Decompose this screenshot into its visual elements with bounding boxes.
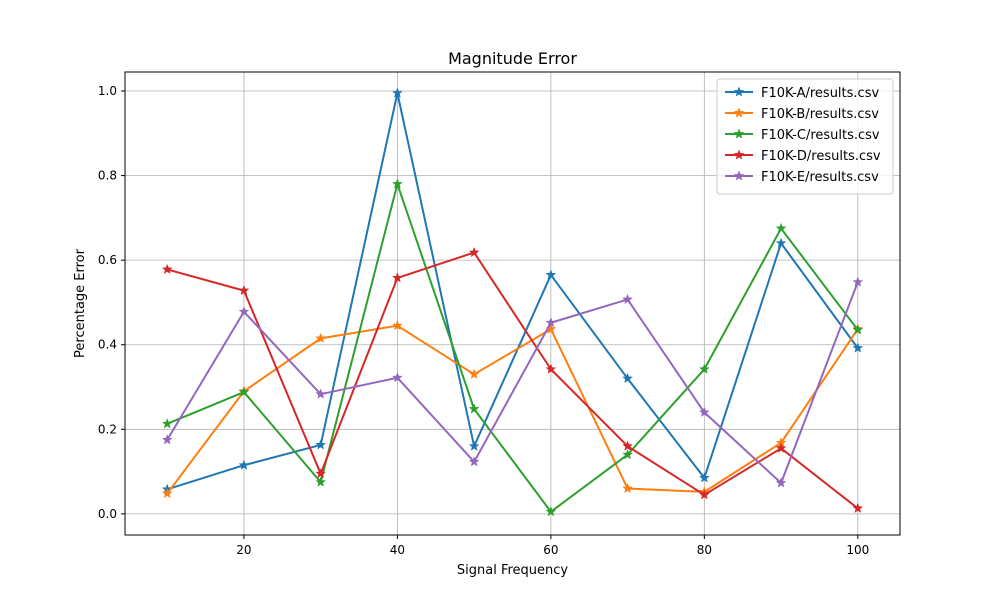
data-point: [238, 459, 250, 470]
legend-marker: [733, 170, 745, 181]
data-point: [161, 434, 173, 445]
legend: F10K-A/results.csv F10K-B/results.csv F10K…: [716, 78, 894, 195]
data-point: [161, 263, 173, 275]
data-point: [545, 317, 557, 328]
plot-area-frame: [124, 71, 901, 536]
legend-marker: [733, 128, 745, 139]
data-point: [315, 476, 327, 487]
legend-item: F10K-B/results.csv: [725, 107, 879, 122]
series-line: [166, 251, 859, 510]
data-point: [545, 269, 557, 280]
data-point: [545, 363, 557, 374]
legend-marker: [733, 149, 745, 160]
data-point: [238, 386, 250, 397]
data-point: [698, 489, 710, 500]
data-point: [852, 502, 864, 513]
series-group: [161, 87, 864, 517]
data-point: [391, 87, 403, 98]
x-tick-label: 60: [543, 543, 558, 557]
data-point: [468, 456, 480, 467]
data-point: [161, 418, 173, 429]
series-line: [166, 183, 859, 513]
data-point: [622, 482, 634, 494]
legend-marker: [733, 86, 745, 97]
legend-label: F10K-D/results.csv: [761, 149, 881, 164]
data-point: [391, 272, 403, 283]
data-point: [315, 388, 327, 399]
legend-label: F10K-E/results.csv: [761, 170, 879, 185]
data-point: [238, 284, 250, 296]
data-point: [775, 222, 787, 234]
data-point: [315, 332, 327, 344]
series-5: [161, 276, 864, 488]
data-point: [468, 246, 480, 258]
data-point: [468, 403, 480, 414]
legend-item: F10K-C/results.csv: [725, 128, 880, 143]
series-line: [166, 281, 859, 484]
series-3: [161, 178, 864, 517]
data-point: [622, 448, 634, 460]
x-axis-label: Signal Frequency: [457, 563, 569, 578]
data-point: [238, 306, 250, 317]
ticks: 20 40 60 80 100 0.0 0.2 0.4 0.6 0.8 1.0: [98, 84, 869, 557]
data-point: [775, 442, 787, 453]
data-point: [852, 342, 864, 353]
data-point: [622, 372, 634, 384]
data-point: [698, 406, 710, 417]
legend-label: F10K-A/results.csv: [761, 86, 879, 101]
legend-label: F10K-B/results.csv: [761, 107, 879, 122]
data-point: [468, 368, 480, 379]
data-point: [698, 472, 710, 483]
data-point: [622, 293, 634, 305]
data-point: [391, 371, 403, 383]
x-tick-label: 40: [390, 543, 405, 557]
y-tick-label: 0.4: [98, 338, 117, 352]
data-point: [315, 467, 327, 479]
y-tick-label: 0.0: [98, 507, 117, 521]
legend-item: F10K-A/results.csv: [725, 86, 879, 101]
data-point: [315, 439, 327, 450]
series-line: [166, 324, 859, 495]
y-axis-label: Percentage Error: [73, 248, 88, 358]
y-tick-label: 0.8: [98, 169, 117, 183]
x-tick-label: 100: [846, 543, 869, 557]
data-point: [698, 363, 710, 374]
legend-marker: [733, 107, 745, 118]
data-point: [545, 506, 557, 517]
y-tick-label: 0.6: [98, 253, 117, 267]
legend-item: F10K-E/results.csv: [725, 170, 879, 185]
legend-label: F10K-C/results.csv: [761, 128, 880, 143]
data-point: [391, 319, 403, 331]
data-point: [161, 487, 173, 499]
data-point: [622, 440, 634, 451]
legend-box: [716, 78, 894, 195]
series-line: [166, 92, 859, 491]
data-point: [852, 276, 864, 287]
data-point: [775, 237, 787, 248]
series-4: [161, 246, 864, 513]
chart-title: Magnitude Error: [448, 49, 577, 68]
data-point: [775, 477, 787, 488]
y-tick-label: 1.0: [98, 84, 117, 98]
x-tick-label: 20: [236, 543, 251, 557]
data-point: [852, 324, 864, 335]
y-tick-label: 0.2: [98, 422, 117, 436]
data-point: [468, 440, 480, 451]
x-tick-label: 80: [697, 543, 712, 557]
legend-item: F10K-D/results.csv: [725, 149, 881, 164]
data-point: [391, 178, 403, 189]
